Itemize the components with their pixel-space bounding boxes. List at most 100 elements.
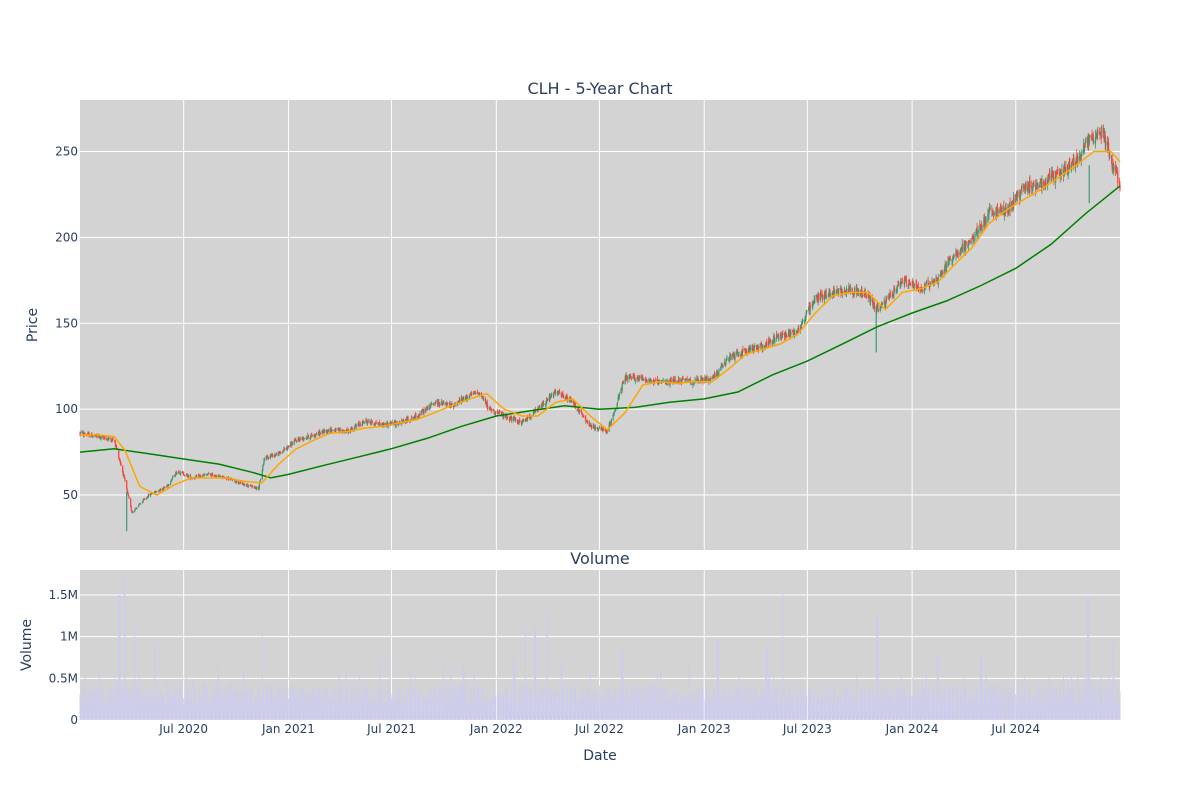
- volume-bar: [749, 704, 751, 720]
- candle-body: [620, 388, 622, 394]
- volume-bar: [275, 695, 277, 720]
- volume-bar: [606, 688, 608, 720]
- candle-body: [781, 333, 783, 338]
- volume-bar: [86, 695, 88, 720]
- candle-body: [801, 322, 803, 326]
- volume-bar: [150, 688, 152, 720]
- volume-bar: [932, 688, 934, 720]
- volume-bar: [1031, 699, 1033, 720]
- volume-bar: [1112, 702, 1114, 720]
- volume-bar: [454, 690, 456, 720]
- volume-bar: [115, 699, 117, 720]
- volume-bar: [804, 699, 806, 720]
- volume-bar: [846, 686, 848, 720]
- candle-body: [259, 479, 262, 482]
- candle-body: [486, 401, 488, 408]
- candle-body: [1115, 168, 1118, 174]
- candle-body: [1102, 127, 1105, 133]
- volume-bar: [162, 694, 164, 720]
- x-tick-label: Jul 2023: [782, 722, 832, 736]
- volume-bar: [944, 687, 946, 720]
- volume-bar: [445, 689, 447, 720]
- volume-bar: [126, 686, 128, 720]
- volume-bar: [981, 655, 983, 720]
- volume-bar: [245, 693, 247, 720]
- candle-body: [857, 289, 860, 293]
- candle-body: [939, 272, 942, 278]
- volume-bar: [706, 686, 708, 720]
- volume-bar: [957, 699, 959, 720]
- volume-bar: [1064, 690, 1066, 720]
- candle-body: [924, 283, 926, 286]
- candle-body: [118, 449, 120, 459]
- volume-bar: [889, 689, 891, 720]
- volume-bar: [754, 686, 756, 720]
- candle-body: [278, 452, 280, 456]
- candle-body: [582, 414, 584, 417]
- candle-body: [462, 397, 464, 401]
- candle-body: [965, 241, 967, 251]
- candle-body: [774, 338, 776, 343]
- volume-bar: [1029, 689, 1031, 720]
- volume-bar: [1108, 696, 1110, 720]
- volume-bar: [425, 698, 427, 720]
- volume-bar: [777, 703, 779, 720]
- candle-body: [629, 375, 631, 377]
- candle-body: [165, 486, 168, 488]
- candle-body: [539, 406, 541, 409]
- volume-bar: [1065, 696, 1067, 720]
- candle-body: [466, 398, 468, 400]
- candle-body: [421, 409, 423, 411]
- volume-bar: [473, 675, 475, 720]
- candle-body: [427, 405, 429, 410]
- candle-body: [618, 394, 620, 398]
- volume-bar: [875, 692, 877, 720]
- volume-bar: [1004, 687, 1006, 720]
- volume-bar: [206, 690, 208, 720]
- volume-bar: [660, 670, 662, 720]
- volume-bar: [819, 701, 821, 720]
- volume-bar: [967, 702, 969, 720]
- candle-body: [220, 475, 222, 478]
- volume-bar: [235, 684, 236, 720]
- volume-bar: [1100, 686, 1102, 720]
- volume-bar: [539, 703, 541, 720]
- volume-bar: [389, 656, 391, 720]
- volume-bar: [701, 687, 703, 720]
- volume-bar: [1000, 701, 1002, 720]
- volume-bar: [222, 685, 224, 720]
- volume-bar: [487, 700, 489, 720]
- candle-body: [299, 438, 302, 440]
- volume-bar: [123, 574, 125, 720]
- volume-bar: [231, 694, 233, 720]
- candle-body: [505, 415, 508, 418]
- volume-bar: [583, 690, 584, 720]
- volume-bar: [891, 695, 893, 720]
- candle-body: [1068, 161, 1070, 166]
- volume-bar: [1095, 684, 1096, 720]
- volume-bar: [359, 700, 361, 720]
- volume-bar: [1044, 700, 1046, 720]
- volume-bar: [426, 699, 428, 720]
- volume-bar: [674, 696, 676, 720]
- candle-body: [1067, 165, 1069, 174]
- candle-body: [262, 466, 264, 471]
- volume-bar: [242, 702, 244, 720]
- volume-bar: [808, 684, 809, 720]
- candle-body: [110, 437, 112, 440]
- candle-body: [131, 510, 133, 513]
- candle-body: [597, 429, 599, 431]
- candle-body: [484, 398, 487, 404]
- candle-body: [476, 391, 479, 393]
- candle-body: [681, 378, 683, 382]
- candle-body: [596, 427, 598, 429]
- volume-bar: [366, 691, 367, 720]
- volume-bar: [413, 690, 415, 720]
- volume-bar: [976, 686, 978, 720]
- candle-body: [481, 396, 483, 399]
- volume-bar: [147, 704, 149, 720]
- candle-body: [490, 407, 492, 409]
- candle-body: [1041, 180, 1043, 189]
- volume-bar: [358, 698, 359, 720]
- candle-body: [287, 445, 290, 447]
